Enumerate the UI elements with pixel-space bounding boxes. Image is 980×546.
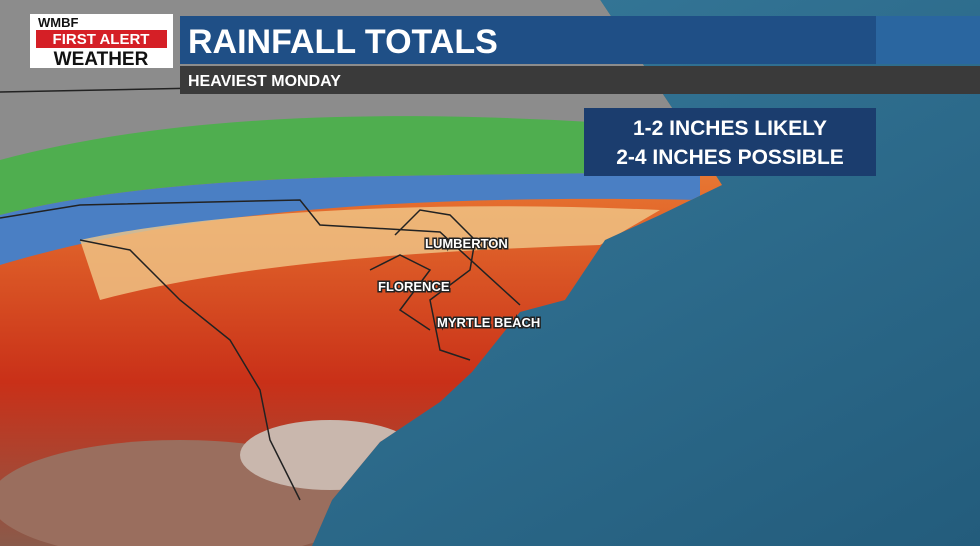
logo-brand: FIRST ALERT	[53, 31, 150, 48]
city-label: LUMBERTON	[425, 236, 508, 251]
title-bar-accent	[876, 16, 980, 64]
info-line: 1-2 INCHES LIKELY	[633, 117, 827, 140]
subtitle: HEAVIEST MONDAY	[188, 73, 341, 90]
logo-product: WEATHER	[54, 49, 149, 70]
green-band	[0, 116, 700, 215]
light-band	[80, 206, 660, 300]
subtitle-bar	[180, 66, 980, 94]
city-label: FLORENCE	[378, 279, 450, 294]
logo-brand-bg	[36, 30, 167, 48]
city-label: MYRTLE BEACH	[437, 315, 540, 330]
logo-station: WMBF	[38, 15, 78, 30]
title: RAINFALL TOTALS	[188, 23, 498, 61]
title-bar	[180, 16, 980, 64]
info-line: 2-4 INCHES POSSIBLE	[616, 146, 844, 169]
blue-band	[0, 170, 700, 265]
info-box	[584, 108, 876, 176]
